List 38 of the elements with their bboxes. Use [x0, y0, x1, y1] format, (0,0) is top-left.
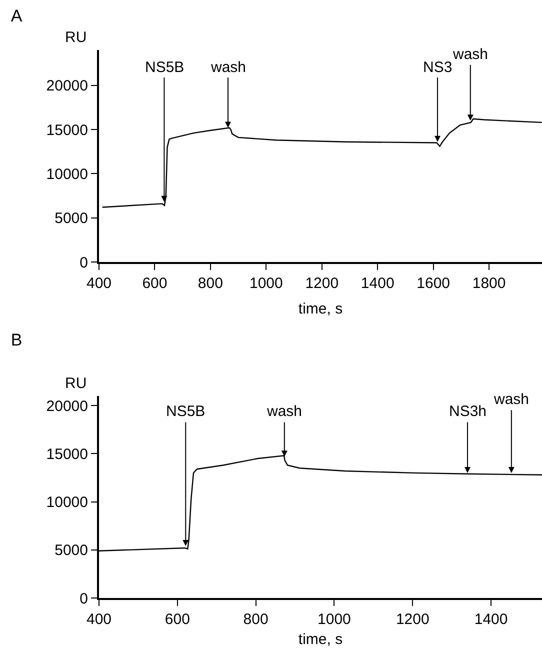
annotation: wash	[493, 391, 530, 408]
chart-title: A	[10, 6, 23, 26]
annotation: wash	[266, 403, 302, 420]
y-tick-label: 0	[80, 590, 88, 608]
y-tick-label: 5000	[54, 210, 88, 228]
x-tick-label: 1200	[396, 611, 430, 628]
annotation: NS5B	[145, 59, 184, 76]
x-tick-label: 1400	[360, 275, 394, 292]
x-axis-title: time, s	[298, 631, 343, 648]
y-tick-label: 15000	[46, 122, 88, 139]
x-tick-label: 400	[86, 275, 112, 292]
annotation: NS5B	[166, 403, 206, 420]
y-tick-label: 0	[80, 254, 88, 272]
annotation: NS3h	[449, 403, 487, 420]
x-tick-label: 1000	[318, 611, 351, 628]
y-tick-label: 20000	[46, 398, 88, 415]
y-tick-label: 20000	[46, 78, 88, 95]
chart-title: B	[10, 330, 22, 350]
x-tick-label: 400	[86, 611, 112, 628]
x-tick-label: 1400	[474, 611, 508, 628]
x-tick-label: 1000	[249, 275, 283, 292]
x-tick-label: 800	[243, 611, 268, 628]
annotation: wash	[452, 46, 488, 63]
x-tick-label: 1800	[472, 275, 506, 292]
annotation: NS3	[423, 59, 452, 76]
x-tick-label: 1600	[416, 275, 450, 292]
y-tick-label: 5000	[54, 542, 88, 560]
x-axis-title: time, s	[298, 300, 343, 318]
y-axis-title: RU	[65, 29, 87, 46]
annotation: wash	[210, 59, 246, 76]
x-tick-label: 600	[142, 275, 168, 292]
x-tick-label: 1200	[305, 275, 339, 292]
x-tick-label: 800	[198, 275, 223, 292]
x-tick-label: 600	[164, 611, 190, 628]
y-tick-label: 10000	[46, 166, 88, 183]
y-tick-label: 10000	[46, 494, 88, 512]
y-axis-title: RU	[65, 375, 87, 392]
y-tick-label: 15000	[46, 446, 88, 463]
